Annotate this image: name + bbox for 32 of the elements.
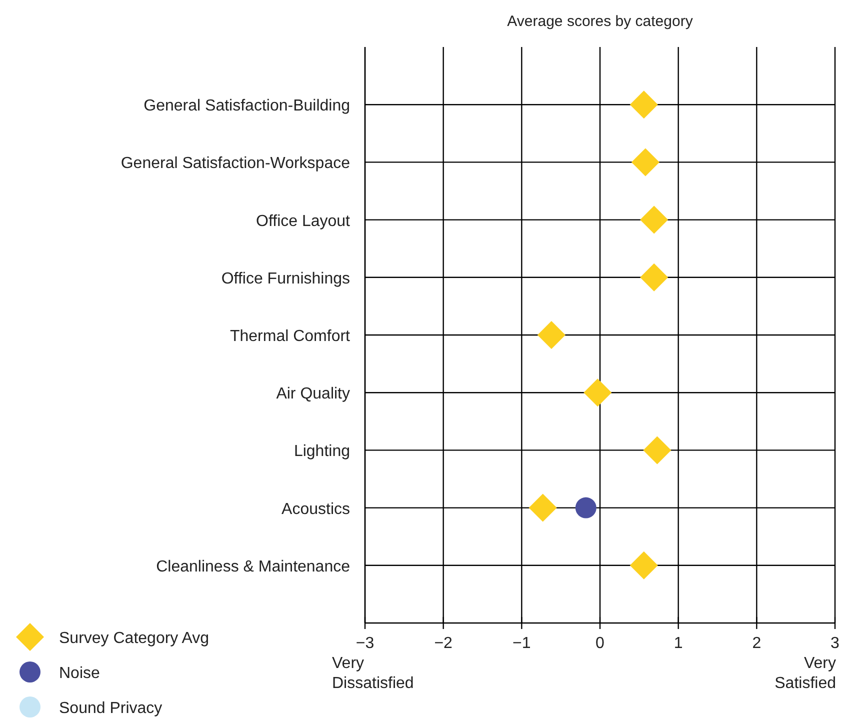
x-tick-label: −2 — [434, 635, 453, 652]
point — [528, 494, 557, 522]
point — [631, 148, 660, 176]
x-tick-label: −3 — [356, 635, 374, 652]
point — [575, 497, 596, 518]
x-tick-label: 2 — [752, 635, 762, 652]
y-tick-label: General Satisfaction-Building — [144, 98, 350, 115]
x-tick-label: −1 — [512, 635, 531, 652]
point — [537, 321, 566, 349]
y-tick-label: General Satisfaction-Workspace — [120, 155, 350, 172]
y-tick-label: Office Furnishings — [221, 270, 350, 288]
chart-title: Average scores by category — [507, 13, 694, 30]
point — [640, 263, 668, 292]
x-tick-label: 0 — [596, 635, 605, 652]
text: Very Satisfied — [774, 655, 836, 692]
point — [643, 436, 672, 464]
x-tick-label: 3 — [830, 635, 840, 652]
y-tick-label: Acoustics — [282, 500, 350, 518]
point — [640, 206, 668, 234]
legend-label: Noise — [59, 665, 100, 682]
y-tick-label: Air Quality — [276, 386, 350, 403]
y-tick-label: Lighting — [294, 443, 350, 460]
y-tick-label: Cleanliness & Maintenance — [156, 558, 350, 576]
x-tick-label: 1 — [674, 635, 683, 652]
legend-label: Survey Category Avg — [59, 630, 210, 647]
text: Very Dissatisfied — [332, 655, 414, 692]
point — [630, 551, 658, 580]
legend-label: Sound Privacy — [59, 700, 162, 717]
y-tick-label: Office Layout — [256, 212, 351, 230]
point — [584, 378, 612, 407]
point — [630, 90, 658, 119]
y-tick-label: Thermal Comfort — [230, 328, 351, 345]
